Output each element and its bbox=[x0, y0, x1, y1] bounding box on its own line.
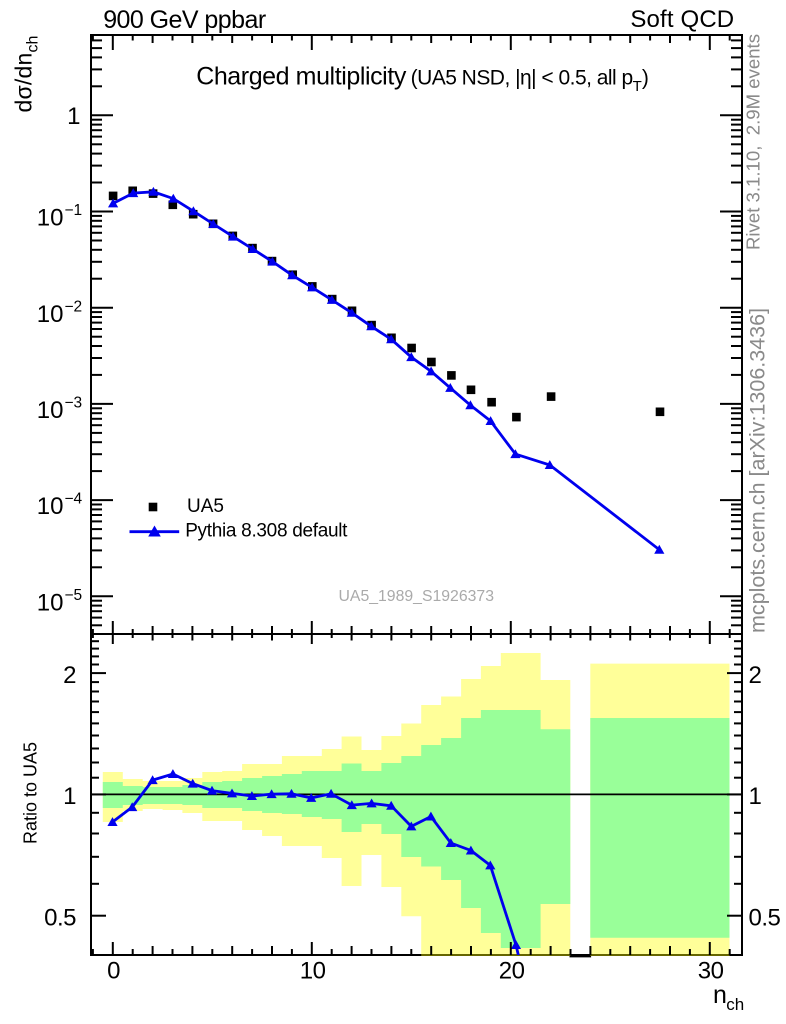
svg-text:1: 1 bbox=[63, 783, 76, 810]
svg-text:mcplots.cern.ch [arXiv:1306.34: mcplots.cern.ch [arXiv:1306.3436] bbox=[746, 308, 770, 633]
svg-text:1: 1 bbox=[67, 103, 80, 130]
svg-text:Charged multiplicity: Charged multiplicity bbox=[196, 63, 407, 91]
svg-text:20: 20 bbox=[499, 958, 525, 985]
svg-text:10: 10 bbox=[300, 958, 326, 985]
svg-text:2: 2 bbox=[63, 662, 76, 689]
svg-text:−2: −2 bbox=[65, 298, 83, 315]
svg-text:n: n bbox=[713, 981, 727, 1009]
svg-text:Soft QCD: Soft QCD bbox=[630, 6, 734, 33]
svg-text:10: 10 bbox=[37, 301, 64, 328]
svg-text:ch: ch bbox=[726, 995, 744, 1014]
svg-text:10: 10 bbox=[37, 205, 64, 232]
svg-text:−3: −3 bbox=[65, 395, 83, 412]
svg-text:UA5: UA5 bbox=[187, 496, 224, 517]
svg-text:0: 0 bbox=[107, 958, 120, 985]
svg-text:10: 10 bbox=[37, 493, 64, 520]
svg-text:10: 10 bbox=[37, 589, 64, 616]
svg-text:UA5_1989_S1926373: UA5_1989_S1926373 bbox=[339, 588, 495, 605]
svg-text:Rivet 3.1.10, 2.9M events: Rivet 3.1.10, 2.9M events bbox=[743, 34, 764, 250]
svg-text:900 GeV ppbar: 900 GeV ppbar bbox=[103, 6, 266, 34]
svg-text:−1: −1 bbox=[65, 202, 83, 219]
svg-text:1: 1 bbox=[749, 783, 762, 810]
svg-text:Pythia 8.308 default: Pythia 8.308 default bbox=[185, 520, 348, 541]
svg-text:2: 2 bbox=[749, 662, 762, 689]
svg-text:−4: −4 bbox=[65, 491, 83, 508]
svg-text:30: 30 bbox=[698, 958, 724, 985]
svg-text:−5: −5 bbox=[65, 587, 83, 604]
svg-text:Ratio to UA5: Ratio to UA5 bbox=[21, 742, 41, 844]
svg-text:0.5: 0.5 bbox=[749, 905, 781, 932]
svg-text:0.5: 0.5 bbox=[44, 905, 76, 932]
svg-text:10: 10 bbox=[37, 397, 64, 424]
